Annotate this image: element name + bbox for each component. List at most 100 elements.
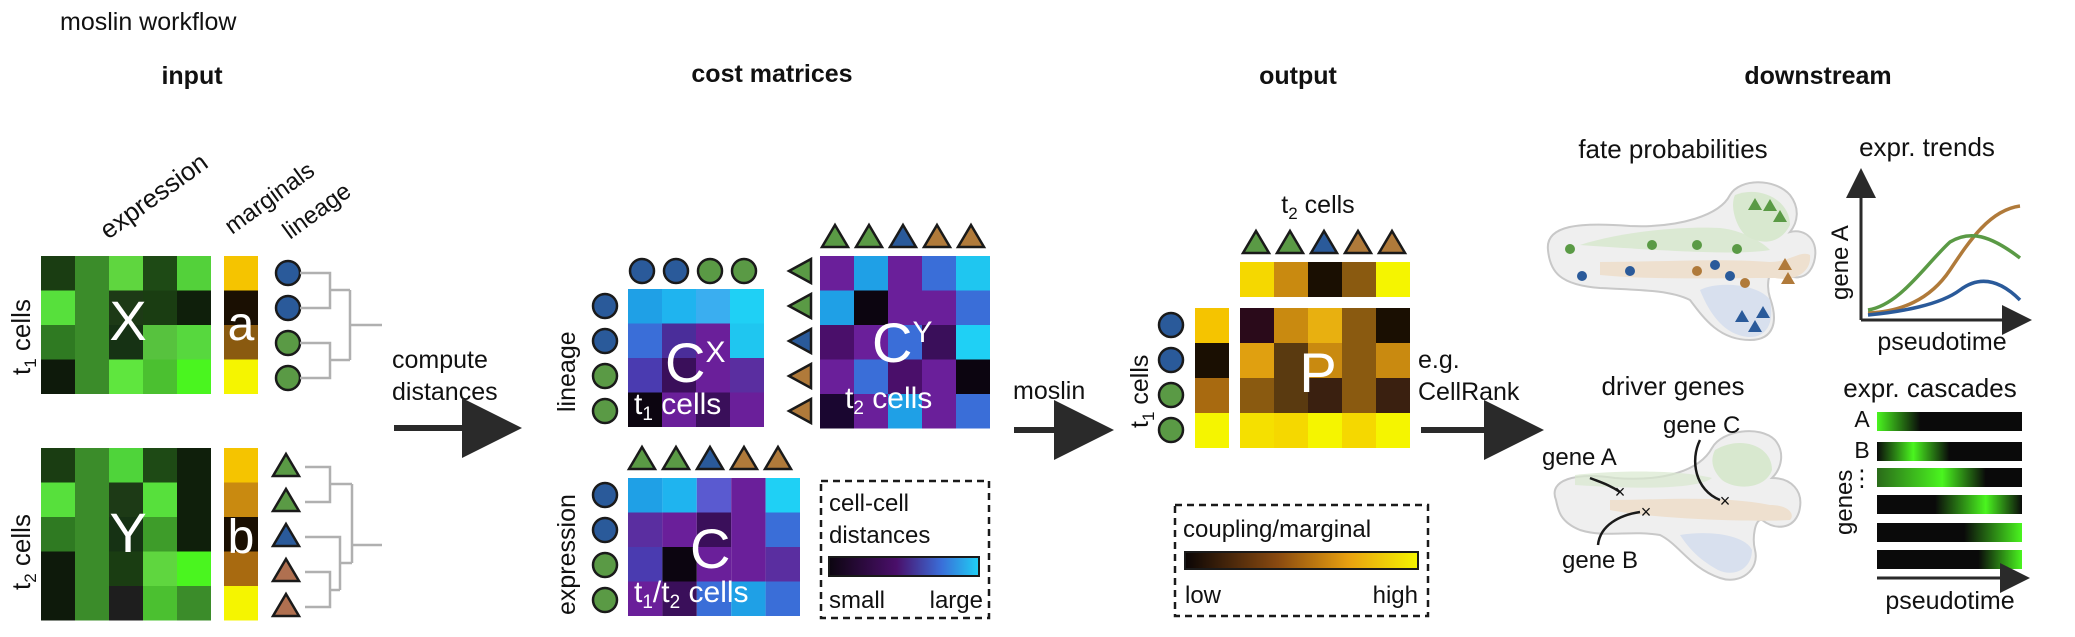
heatmap-cell — [888, 290, 922, 325]
heatmap-cell — [956, 325, 990, 360]
moslin-label: moslin — [1013, 377, 1085, 405]
heatmap-cell — [143, 586, 177, 621]
heatmap-cell — [1376, 413, 1410, 448]
heatmap-cell — [731, 512, 766, 547]
heatmap-cell — [1240, 308, 1274, 343]
cell-triangle — [887, 222, 919, 249]
heatmap-cell — [109, 325, 143, 360]
cy-top-triangles — [819, 222, 987, 249]
heatmap-cell — [956, 256, 990, 291]
heatmap-cell — [731, 547, 766, 582]
heatmap-cell — [696, 289, 730, 324]
cy-sublabel: t2 cells — [845, 382, 932, 419]
heatmap-cell — [662, 358, 696, 393]
cell-triangle — [270, 591, 302, 618]
heatmap-cell — [109, 448, 143, 483]
cascades-heatmap: A B ⋮ genes pseudotime — [1831, 406, 2030, 615]
cell-triangle — [819, 222, 851, 249]
heatmap-cell — [177, 551, 211, 586]
cascades-y-label: genes — [1831, 470, 1858, 535]
heatmap-cell — [820, 256, 854, 291]
trend-brown — [1867, 204, 2021, 315]
heatmap-cell — [1195, 308, 1229, 343]
heatmap-cell — [662, 392, 696, 427]
section-output: output — [1259, 62, 1337, 90]
figure-title: moslin workflow — [60, 8, 237, 36]
heatmap-cell — [177, 290, 211, 325]
heatmap-cell — [143, 290, 177, 325]
heatmap-cell — [177, 517, 211, 552]
cell-triangle — [660, 444, 692, 471]
heatmap-cell — [109, 359, 143, 394]
cell-circle — [591, 586, 619, 614]
t1-lineage-tree — [300, 271, 382, 380]
cell-circle — [628, 257, 656, 285]
trends-y-label: gene A — [1827, 225, 1854, 300]
heatmap-cell — [41, 359, 75, 394]
heatmap-cell — [1308, 413, 1342, 448]
heatmap-cell — [628, 547, 663, 582]
cell-triangle — [786, 256, 813, 286]
heatmap-cell — [956, 359, 990, 394]
heatmap-cell — [820, 359, 854, 394]
cascade-row-label: ⋮ — [1851, 465, 1874, 491]
legend-colorbar — [828, 556, 980, 577]
heatmap-cell — [177, 256, 211, 291]
cell-circle — [591, 397, 619, 425]
heatmap-cell — [143, 517, 177, 552]
heatmap-cell — [75, 551, 109, 586]
heatmap-cell — [696, 358, 730, 393]
fate-dot — [1692, 266, 1702, 276]
cell-circle — [591, 327, 619, 355]
heatmap-cell — [854, 256, 888, 291]
heatmap-cell — [922, 394, 956, 429]
cell-triangle — [762, 444, 794, 471]
cy-left-triangles — [786, 256, 813, 426]
heatmap-cell — [854, 394, 888, 429]
heatmap-cell — [1376, 308, 1410, 343]
heatmap-cell — [1195, 413, 1229, 448]
legend-line1: cell-cell — [829, 490, 909, 517]
marginal-b-label: b — [228, 511, 255, 564]
cell-triangle — [786, 326, 813, 356]
heatmap-cell — [177, 359, 211, 394]
heatmap-cell — [143, 551, 177, 586]
heatmap-cell — [224, 256, 258, 291]
cell-triangle — [1308, 228, 1340, 255]
cell-circle — [591, 481, 619, 509]
t1-cells-side: t1 cells — [1126, 355, 1158, 428]
cost-matrix-cy — [820, 256, 990, 429]
fate-dot — [1647, 240, 1657, 250]
coupling-legend: coupling/marginal low high — [1173, 503, 1430, 618]
heatmap-cell — [224, 448, 258, 483]
cell-triangle — [955, 222, 987, 249]
heatmap-cell — [765, 581, 800, 616]
fate-embedding — [1546, 181, 1817, 342]
heatmap-cell — [1342, 308, 1376, 343]
heatmap-cell — [765, 512, 800, 547]
driver-embedding: gene A gene B gene C × × × — [1542, 412, 1802, 581]
cost-matrix-c — [628, 478, 800, 616]
cell-circle — [274, 294, 302, 322]
heatmap-cell — [888, 256, 922, 291]
heatmap-cell — [109, 290, 143, 325]
heatmap-cell — [75, 482, 109, 517]
fate-dot — [1732, 244, 1742, 254]
legend-frame — [819, 479, 991, 620]
heatmap-cell — [143, 448, 177, 483]
downstream-panel: fate probabilities — [1542, 132, 2032, 615]
section-input: input — [161, 62, 223, 90]
section-cost-matrices: cost matrices — [691, 60, 852, 88]
heatmap-cell — [109, 256, 143, 291]
c-sublabel: t1/t2 cells — [634, 576, 749, 613]
heatmap-cell — [730, 358, 764, 393]
heatmap-cell — [662, 478, 697, 513]
t2-cells-label: t2 cells — [6, 514, 40, 590]
heatmap-cell — [820, 290, 854, 325]
cascade-row — [1877, 495, 2022, 514]
heatmap-cell — [224, 551, 258, 586]
cell-circle — [274, 364, 302, 392]
heatmap-cell — [922, 290, 956, 325]
moslin-arrow: moslin — [1013, 377, 1114, 460]
cascade-row-label: A — [1854, 406, 1870, 432]
